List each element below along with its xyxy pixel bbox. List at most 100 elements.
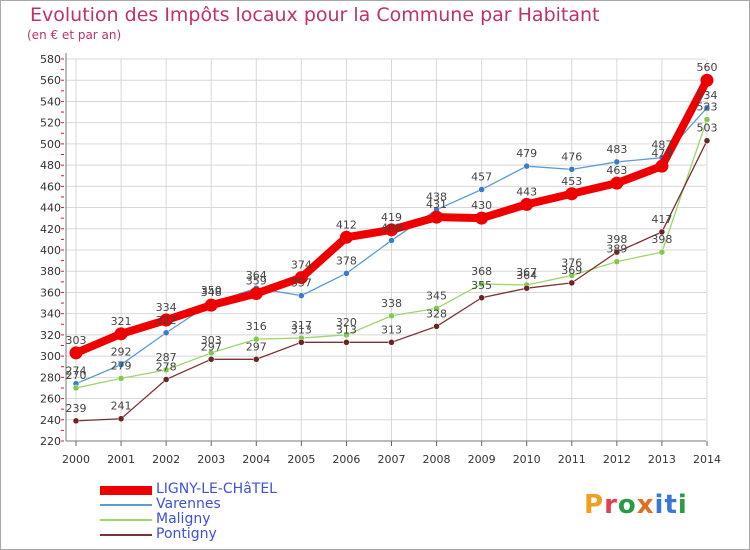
- logo-letter: i: [654, 490, 665, 520]
- legend-label-varennes: Varennes: [156, 496, 221, 512]
- axes: 220 240 260 280 300 320 340 360 380 400 420 440 460 4…: [40, 53, 721, 466]
- data-point: [388, 312, 395, 320]
- y-tick-label: 340: [40, 308, 61, 321]
- data-label: 328: [426, 307, 447, 320]
- data-point: [703, 137, 711, 144]
- data-labels: 274 292 322 350 364 357 378 409 438 457 479 476 483 4…: [66, 61, 718, 415]
- y-tick-label: 260: [40, 393, 61, 406]
- y-tick-label: 520: [40, 117, 61, 130]
- data-point: [388, 339, 395, 346]
- y-tick-label: 380: [40, 265, 61, 278]
- data-label: 417: [651, 213, 672, 226]
- y-tick-label: 400: [40, 244, 61, 257]
- data-label: 457: [471, 171, 492, 184]
- data-label: 368: [471, 265, 492, 278]
- y-tick-label: 480: [40, 159, 61, 172]
- data-label: 376: [561, 256, 582, 269]
- y-tick-label: 320: [40, 329, 61, 342]
- data-point: [343, 339, 350, 346]
- data-label: 483: [606, 143, 627, 156]
- data-label: 313: [336, 323, 357, 336]
- legend-label-maligny: Maligny: [156, 511, 211, 527]
- data-point: [253, 335, 260, 343]
- data-label: 463: [606, 164, 627, 177]
- data-label: 274: [66, 365, 87, 378]
- data-point: [568, 166, 576, 173]
- data-label: 279: [111, 359, 132, 372]
- data-point: [703, 116, 711, 123]
- data-label: 398: [651, 233, 672, 246]
- data-label: 479: [516, 147, 537, 160]
- data-label: 479: [651, 147, 672, 160]
- data-point: [430, 210, 444, 224]
- logo-letter: t: [664, 490, 678, 520]
- data-point: [204, 298, 218, 312]
- data-point: [523, 162, 530, 170]
- logo-letter: o: [617, 490, 637, 520]
- data-point: [613, 248, 621, 256]
- x-tick-label: 2004: [242, 453, 270, 466]
- grid-lines: [66, 58, 708, 442]
- data-label: 438: [426, 191, 447, 204]
- data-label: 430: [471, 199, 492, 212]
- data-point: [658, 228, 666, 236]
- data-point: [478, 186, 485, 193]
- data-point: [207, 349, 215, 357]
- data-label: 297: [246, 340, 267, 353]
- x-tick-label: 2010: [513, 453, 541, 466]
- legend-swatch-maligny: [100, 519, 152, 521]
- x-tick-label: 2011: [558, 453, 586, 466]
- data-point: [478, 294, 485, 301]
- data-point: [69, 346, 83, 360]
- legend-label-pontigny: Pontigny: [156, 526, 217, 542]
- data-label: 453: [561, 175, 582, 188]
- data-point: [343, 270, 350, 277]
- x-tick-label: 2002: [152, 453, 180, 466]
- data-label: 316: [246, 320, 267, 333]
- data-point: [162, 329, 170, 337]
- data-point: [114, 327, 128, 341]
- data-label: 398: [606, 233, 627, 246]
- data-label: 364: [516, 269, 537, 282]
- data-label: 348: [201, 286, 222, 299]
- data-point: [700, 73, 714, 87]
- logo-letter: x: [636, 490, 655, 520]
- data-point: [72, 384, 80, 392]
- data-point: [298, 339, 305, 346]
- y-tick-label: 360: [40, 286, 61, 299]
- data-point: [294, 271, 308, 285]
- data-point: [384, 223, 398, 237]
- data-label: 317: [291, 319, 312, 332]
- x-tick-label: 2005: [287, 453, 315, 466]
- data-label: 350: [201, 284, 222, 297]
- legend-label-ligny: LIGNY-LE-CHâTEL: [156, 481, 277, 497]
- data-label: 334: [156, 301, 177, 314]
- data-point: [343, 331, 350, 339]
- logo-letter: r: [604, 490, 618, 520]
- data-point: [613, 158, 621, 166]
- data-point: [72, 417, 80, 425]
- y-tick-label: 560: [40, 74, 61, 87]
- data-label: 443: [516, 185, 537, 198]
- x-tick-label: 2009: [468, 453, 496, 466]
- x-tick-label: 2007: [377, 453, 405, 466]
- x-tick-label: 2012: [603, 453, 631, 466]
- data-point: [339, 230, 353, 244]
- data-label: 278: [156, 360, 177, 373]
- data-label: 476: [561, 150, 582, 163]
- data-label: 419: [381, 211, 402, 224]
- y-tick-label: 460: [40, 180, 61, 193]
- data-point: [388, 237, 395, 244]
- data-label: 345: [426, 289, 447, 302]
- data-point: [658, 248, 666, 256]
- data-point: [655, 159, 669, 173]
- data-label: 355: [471, 279, 492, 292]
- data-point: [159, 313, 173, 327]
- data-label: 313: [291, 323, 312, 336]
- data-label: 523: [696, 100, 717, 113]
- data-point: [433, 305, 440, 312]
- data-point: [475, 211, 489, 225]
- data-point: [117, 375, 125, 382]
